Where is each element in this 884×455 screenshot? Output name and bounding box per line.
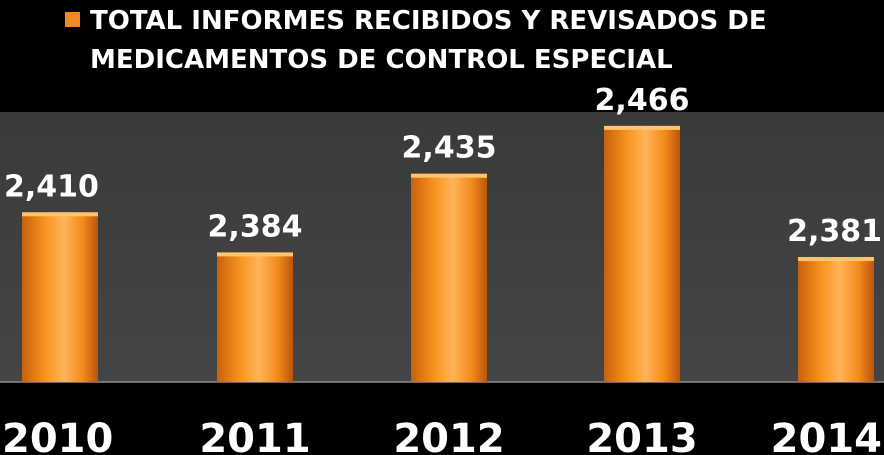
legend-marker [65,12,80,27]
x-tick-labels-group: 2010 2011 2012 2013 2014 [2,416,882,455]
bar-top-highlight-2013 [604,125,680,130]
bar-2010 [22,212,98,382]
bar-2014 [798,257,874,382]
legend-label-line-2: MEDICAMENTOS DE CONTROL ESPECIAL [90,45,673,75]
value-label-2014: 2,381 [787,214,882,249]
bar-top-highlight-2012 [411,173,487,178]
value-labels-group: 2,410 2,384 2,435 2,466 2,381 [4,83,882,249]
bar-2012 [411,173,487,382]
value-label-2010: 2,410 [4,169,99,204]
legend-label-line-1: TOTAL INFORMES RECIBIDOS Y REVISADOS DE [90,6,767,36]
value-label-2011: 2,384 [208,209,303,244]
value-label-2013: 2,466 [595,83,690,118]
bar-top-highlight-2014 [798,257,874,262]
x-tick-label-2013: 2013 [586,416,697,455]
bars-group [22,125,874,382]
value-label-2012: 2,435 [402,131,497,166]
x-tick-label-2014: 2014 [771,416,882,455]
bar-top-highlight-2010 [22,212,98,217]
legend: TOTAL INFORMES RECIBIDOS Y REVISADOS DE … [65,6,767,75]
x-tick-label-2012: 2012 [393,416,504,455]
bar-top-highlight-2011 [217,252,293,257]
x-tick-label-2010: 2010 [2,416,113,455]
bar-2011 [217,252,293,382]
bar-2013 [604,125,680,382]
x-tick-label-2011: 2011 [199,416,310,455]
